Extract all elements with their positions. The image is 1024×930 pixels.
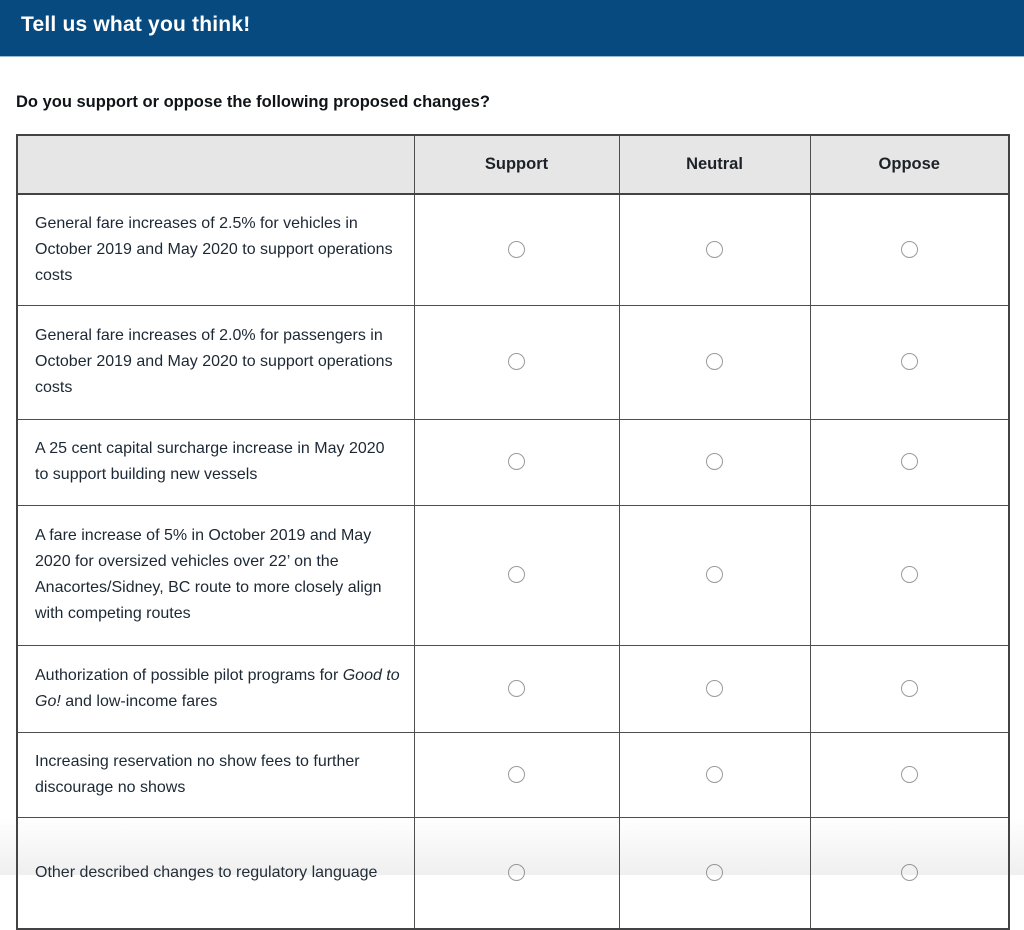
radio-cell-support bbox=[413, 504, 620, 646]
question-text: Do you support or oppose the following p… bbox=[16, 93, 490, 111]
row-label: Other described changes to regulatory la… bbox=[16, 816, 415, 930]
radio-neutral[interactable] bbox=[706, 679, 723, 697]
radio-support[interactable] bbox=[508, 864, 525, 882]
radio-support[interactable] bbox=[508, 679, 525, 697]
matrix-corner-cell bbox=[16, 134, 415, 195]
row-label: A fare increase of 5% in October 2019 an… bbox=[16, 504, 415, 646]
radio-neutral[interactable] bbox=[706, 864, 723, 882]
radio-cell-neutral bbox=[618, 731, 811, 818]
radio-cell-oppose bbox=[809, 644, 1010, 733]
table-row: A fare increase of 5% in October 2019 an… bbox=[16, 504, 1010, 646]
radio-cell-neutral bbox=[618, 193, 811, 306]
radio-oppose[interactable] bbox=[900, 453, 918, 471]
table-row: General fare increases of 2.5% for vehic… bbox=[16, 193, 1010, 306]
radio-neutral[interactable] bbox=[706, 566, 723, 584]
radio-oppose[interactable] bbox=[900, 566, 918, 584]
row-label: Authorization of possible pilot programs… bbox=[16, 644, 415, 733]
radio-oppose[interactable] bbox=[900, 353, 918, 371]
radio-neutral[interactable] bbox=[706, 453, 723, 471]
row-label: General fare increases of 2.5% for vehic… bbox=[16, 193, 415, 306]
matrix-body: General fare increases of 2.5% for vehic… bbox=[16, 193, 1010, 930]
radio-cell-oppose bbox=[809, 504, 1010, 646]
radio-oppose[interactable] bbox=[900, 241, 918, 259]
radio-support[interactable] bbox=[508, 566, 525, 584]
radio-cell-neutral bbox=[618, 644, 811, 733]
table-row: Other described changes to regulatory la… bbox=[16, 816, 1010, 930]
radio-support[interactable] bbox=[508, 353, 525, 371]
row-label: General fare increases of 2.0% for passe… bbox=[16, 304, 415, 420]
table-row: A 25 cent capital surcharge increase in … bbox=[16, 418, 1010, 506]
column-header-oppose: Oppose bbox=[809, 134, 1010, 195]
radio-cell-oppose bbox=[809, 418, 1010, 506]
column-header-neutral: Neutral bbox=[618, 134, 811, 195]
radio-support[interactable] bbox=[508, 765, 525, 783]
radio-neutral[interactable] bbox=[706, 765, 723, 783]
radio-neutral[interactable] bbox=[706, 241, 723, 259]
row-label: A 25 cent capital surcharge increase in … bbox=[16, 418, 415, 506]
table-row: Authorization of possible pilot programs… bbox=[16, 644, 1010, 733]
matrix-header-row: Support Neutral Oppose bbox=[16, 134, 1010, 195]
survey-content: Do you support or oppose the following p… bbox=[0, 93, 1024, 930]
radio-cell-neutral bbox=[618, 304, 811, 420]
proposed-changes-matrix: Support Neutral Oppose General fare incr… bbox=[16, 134, 1010, 930]
radio-cell-neutral bbox=[618, 816, 811, 930]
radio-oppose[interactable] bbox=[900, 679, 918, 697]
table-row: General fare increases of 2.0% for passe… bbox=[16, 304, 1010, 420]
radio-support[interactable] bbox=[508, 241, 525, 259]
radio-neutral[interactable] bbox=[706, 353, 723, 371]
radio-cell-support bbox=[413, 193, 620, 306]
row-label: Increasing reservation no show fees to f… bbox=[16, 731, 415, 818]
radio-support[interactable] bbox=[508, 453, 525, 471]
radio-cell-support bbox=[413, 418, 620, 506]
table-row: Increasing reservation no show fees to f… bbox=[16, 731, 1010, 818]
radio-cell-oppose bbox=[809, 304, 1010, 420]
radio-oppose[interactable] bbox=[900, 765, 918, 783]
column-header-support: Support bbox=[413, 134, 620, 195]
page-header-bar: Tell us what you think! bbox=[0, 0, 1024, 57]
matrix-header: Support Neutral Oppose bbox=[16, 134, 1010, 195]
radio-cell-neutral bbox=[618, 418, 811, 506]
radio-cell-support bbox=[413, 644, 620, 733]
radio-cell-support bbox=[413, 731, 620, 818]
radio-cell-support bbox=[413, 816, 620, 930]
radio-oppose[interactable] bbox=[900, 864, 918, 882]
radio-cell-oppose bbox=[809, 731, 1010, 818]
radio-cell-support bbox=[413, 304, 620, 420]
radio-cell-neutral bbox=[618, 504, 811, 646]
radio-cell-oppose bbox=[809, 816, 1010, 930]
radio-cell-oppose bbox=[809, 193, 1010, 306]
page-title: Tell us what you think! bbox=[21, 13, 251, 36]
